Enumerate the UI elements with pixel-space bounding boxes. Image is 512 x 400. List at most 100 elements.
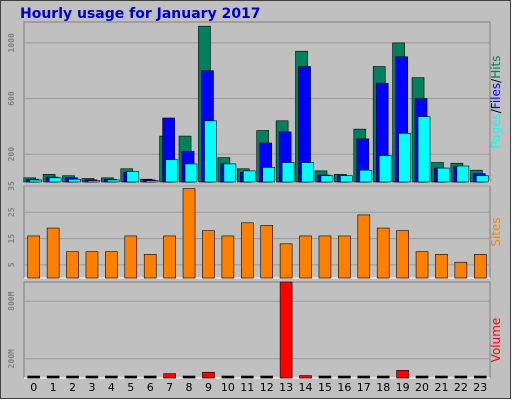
volume-bar bbox=[66, 375, 79, 379]
x-tick-label: 8 bbox=[186, 381, 193, 394]
legend-part: / bbox=[489, 78, 503, 83]
pages-bar bbox=[475, 175, 489, 183]
sites-bar bbox=[396, 230, 409, 279]
sites-bar bbox=[299, 235, 312, 279]
pages-bar bbox=[340, 175, 353, 183]
x-tick-label: 0 bbox=[30, 381, 37, 394]
sites-bar bbox=[143, 254, 157, 279]
volume-bar bbox=[473, 375, 487, 379]
hits-panel-y-tick-label: 600 bbox=[7, 91, 16, 106]
sites-bar bbox=[357, 214, 371, 279]
sites-bar bbox=[435, 254, 448, 279]
volume-bar bbox=[202, 371, 215, 379]
volume-bar bbox=[338, 375, 351, 379]
sites-panel-legend: Sites bbox=[489, 217, 503, 246]
volume-bar bbox=[299, 375, 312, 379]
volume-bar bbox=[46, 375, 60, 379]
sites-bar bbox=[182, 188, 196, 279]
volume-bar bbox=[357, 375, 371, 379]
volume-bar bbox=[376, 375, 390, 379]
x-tick-label: 18 bbox=[376, 381, 390, 394]
pages-bar bbox=[145, 180, 159, 183]
volume-bar bbox=[143, 375, 157, 379]
volume-bar bbox=[454, 375, 468, 379]
pages-bar bbox=[29, 179, 43, 183]
volume-panel-y-tick-label: 200M bbox=[7, 349, 16, 368]
volume-bar bbox=[27, 375, 41, 379]
x-tick-label: 15 bbox=[318, 381, 332, 394]
legend-part: Files bbox=[489, 83, 503, 109]
volume-bar bbox=[105, 375, 118, 379]
x-tick-label: 17 bbox=[357, 381, 371, 394]
volume-bar bbox=[260, 375, 274, 379]
pages-bar bbox=[68, 178, 81, 183]
pages-bar bbox=[48, 177, 62, 183]
sites-bar bbox=[318, 235, 332, 279]
sites-bar bbox=[376, 227, 390, 279]
x-tick-label: 2 bbox=[69, 381, 76, 394]
x-tick-label: 14 bbox=[299, 381, 313, 394]
chart-title: Hourly usage for January 2017 bbox=[20, 6, 261, 22]
volume-bar bbox=[85, 375, 99, 379]
pages-bar bbox=[87, 180, 101, 183]
pages-bar bbox=[184, 163, 198, 183]
sites-bar bbox=[221, 235, 235, 279]
volume-bar bbox=[182, 375, 196, 379]
hits-panel-y-tick-label: 200 bbox=[7, 147, 16, 162]
sites-bar bbox=[415, 251, 429, 279]
pages-bar bbox=[204, 120, 217, 183]
x-tick-label: 5 bbox=[127, 381, 134, 394]
pages-bar bbox=[378, 155, 392, 183]
x-tick-label: 7 bbox=[166, 381, 173, 394]
pages-bar bbox=[301, 162, 314, 183]
volume-bar bbox=[221, 375, 235, 379]
sites-bar bbox=[202, 230, 215, 279]
volume-bar bbox=[163, 373, 176, 379]
pages-bar bbox=[223, 163, 237, 183]
sites-bar bbox=[85, 251, 99, 279]
pages-bar bbox=[456, 165, 470, 183]
sites-bar bbox=[240, 222, 254, 279]
volume-panel-y-tick-label: 800M bbox=[7, 291, 16, 310]
volume-bar bbox=[415, 375, 429, 379]
sites-bar bbox=[27, 235, 41, 279]
sites-bar bbox=[105, 251, 118, 279]
volume-panel-frame bbox=[23, 281, 491, 379]
pages-bar bbox=[281, 162, 295, 183]
x-tick-label: 9 bbox=[205, 381, 212, 394]
x-tick-label: 16 bbox=[337, 381, 351, 394]
pages-bar bbox=[437, 167, 450, 183]
hits-panel-y-tick-label: 1000 bbox=[7, 33, 16, 52]
x-tick-label: 23 bbox=[473, 381, 487, 394]
sites-bar bbox=[260, 225, 274, 279]
pages-bar bbox=[107, 179, 120, 183]
volume-bar bbox=[279, 281, 293, 379]
volume-panel-legend: Volume bbox=[489, 318, 503, 363]
volume-bar bbox=[435, 375, 448, 379]
volume-bar bbox=[396, 370, 409, 379]
pages-bar bbox=[126, 171, 140, 183]
sites-bar bbox=[46, 227, 60, 279]
x-tick-label: 3 bbox=[88, 381, 95, 394]
sites-bar bbox=[473, 254, 487, 279]
volume-bar bbox=[240, 375, 254, 379]
hits-panel-legend: Pages/Files/Hits bbox=[489, 55, 503, 148]
x-tick-label: 1 bbox=[50, 381, 57, 394]
sites-bar bbox=[338, 235, 351, 279]
pages-bar bbox=[242, 170, 256, 183]
x-tick-label: 11 bbox=[240, 381, 254, 394]
x-tick-label: 12 bbox=[260, 381, 274, 394]
x-tick-label: 4 bbox=[108, 381, 115, 394]
sites-bar bbox=[454, 261, 468, 279]
legend-part: Pages bbox=[489, 113, 503, 148]
sites-bar bbox=[124, 235, 138, 279]
x-tick-label: 20 bbox=[415, 381, 429, 394]
legend-part: Hits bbox=[489, 55, 503, 78]
pages-bar bbox=[165, 159, 178, 183]
sites-panel-y-tick-label: 5 bbox=[7, 262, 16, 267]
sites-bar bbox=[163, 235, 176, 279]
sites-panel-y-tick-label: 35 bbox=[7, 181, 16, 191]
pages-bar bbox=[320, 175, 334, 183]
x-tick-label: 22 bbox=[454, 381, 468, 394]
